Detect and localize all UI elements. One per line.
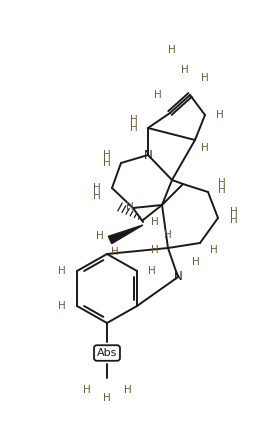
Text: H: H [201,73,209,83]
Polygon shape [108,225,143,244]
Text: H: H [58,301,66,311]
Text: H: H [103,150,111,160]
Text: H: H [192,257,200,267]
Text: H: H [151,245,159,255]
Text: H: H [83,385,91,395]
Text: H: H [201,143,209,153]
Text: H: H [230,207,238,217]
Text: H: H [216,110,224,120]
Text: H: H [126,202,134,212]
Text: H: H [111,247,119,257]
Text: H: H [181,65,189,75]
Text: H: H [168,45,176,55]
Text: N: N [144,149,152,161]
Text: H: H [218,185,226,195]
Text: H: H [130,115,138,125]
Text: H: H [218,178,226,188]
Text: H: H [103,393,111,403]
Text: Abs: Abs [97,348,117,358]
Text: H: H [164,230,172,240]
Text: H: H [148,266,156,276]
Text: H: H [230,215,238,225]
Text: N: N [174,270,182,283]
Text: H: H [96,231,104,241]
Text: H: H [154,90,162,100]
Text: H: H [58,266,66,276]
Text: H: H [210,245,218,255]
Text: H: H [93,191,101,201]
Text: H: H [151,217,159,227]
Text: H: H [93,183,101,193]
Text: H: H [103,158,111,168]
Text: H: H [124,385,132,395]
Text: H: H [130,123,138,133]
